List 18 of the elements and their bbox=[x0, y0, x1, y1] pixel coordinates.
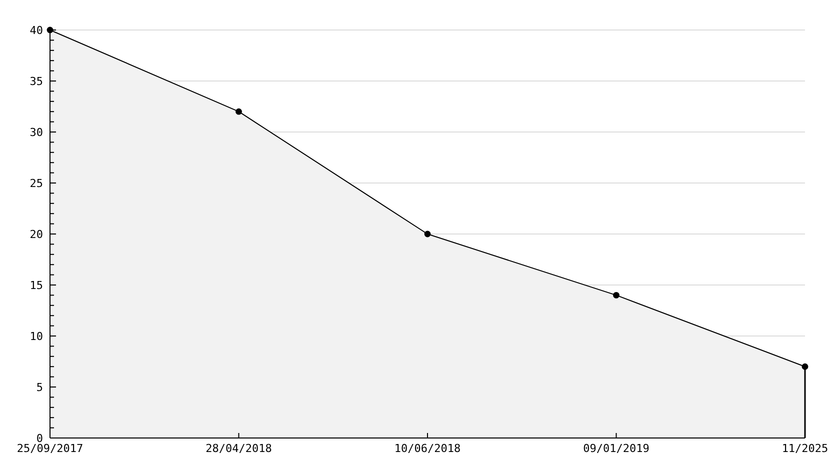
y-tick-label: 10 bbox=[30, 330, 43, 343]
point bbox=[613, 292, 620, 298]
point bbox=[236, 108, 242, 115]
x-tick-label: 10/06/2018 bbox=[394, 442, 461, 455]
point bbox=[424, 230, 431, 238]
y-tick-label: 5 bbox=[36, 380, 43, 394]
y-tick-label: 25 bbox=[30, 176, 43, 190]
point bbox=[802, 363, 808, 370]
x-tick-label: 25/09/2017 bbox=[16, 442, 84, 455]
y-tick-label: 40 bbox=[30, 24, 43, 37]
y-tick-label: 30 bbox=[30, 126, 43, 139]
y-tick-label: 0 bbox=[36, 432, 43, 445]
y-tick-label: 20 bbox=[30, 228, 43, 241]
x-tick-label: 09/01/2019 bbox=[583, 442, 650, 455]
y-tick-label: 15 bbox=[30, 278, 43, 292]
x-tick-label: 11/2025 bbox=[782, 442, 828, 455]
y-tick-label: 35 bbox=[30, 74, 43, 88]
x-tick-label: 28/04/2018 bbox=[206, 442, 272, 455]
